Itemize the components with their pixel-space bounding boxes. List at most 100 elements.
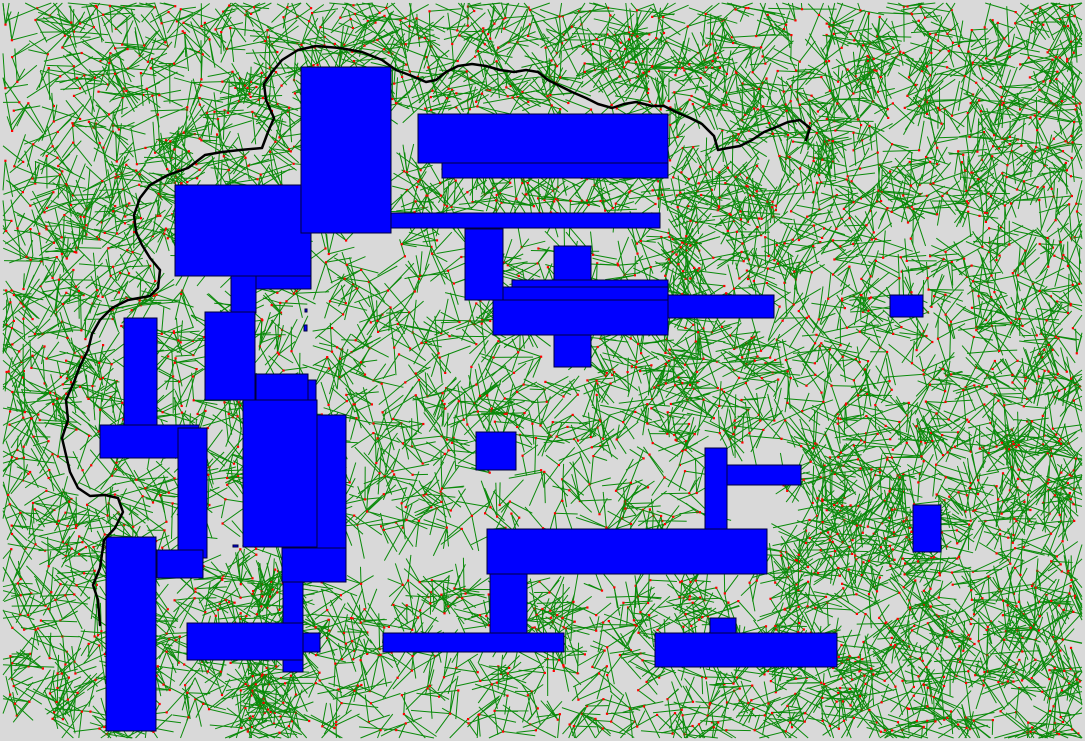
tree-node xyxy=(80,329,83,332)
tree-edge xyxy=(220,499,226,519)
tree-edge xyxy=(73,696,76,721)
tree-edge xyxy=(446,10,475,31)
tree-edge xyxy=(174,390,183,406)
tree-edge xyxy=(166,8,182,34)
tree-node xyxy=(886,108,889,111)
tree-node xyxy=(122,418,125,421)
tree-edge xyxy=(13,548,27,581)
tree-edge xyxy=(134,50,149,63)
tree-node xyxy=(917,19,920,22)
tree-edge xyxy=(268,76,272,104)
tree-edge xyxy=(491,2,504,20)
tree-node xyxy=(423,36,426,40)
tree-edge xyxy=(884,73,889,110)
tree-edge xyxy=(161,324,183,335)
tree-edge xyxy=(158,193,173,206)
tree-edge xyxy=(78,263,114,268)
tree-edge xyxy=(207,467,210,506)
tree-edge xyxy=(857,2,861,11)
tree-edge xyxy=(517,96,530,107)
tree-node xyxy=(296,15,299,18)
tree-node xyxy=(162,683,165,686)
tree-edge xyxy=(159,495,166,513)
tree-edge xyxy=(186,677,196,693)
tree-edge xyxy=(54,572,85,582)
tree-node xyxy=(291,720,294,723)
tree-edge xyxy=(66,222,105,234)
tree-node xyxy=(115,173,118,176)
tree-edge xyxy=(213,93,250,102)
tree-node xyxy=(19,578,22,581)
tree-edge xyxy=(142,495,149,521)
tree-edge xyxy=(81,695,95,712)
tree-node xyxy=(126,249,129,252)
tree-edge xyxy=(523,2,531,11)
tree-edge xyxy=(781,76,785,92)
tree-node xyxy=(308,20,311,23)
tree-edge xyxy=(227,96,232,113)
tree-edge xyxy=(266,26,297,52)
tree-node xyxy=(202,565,205,568)
tree-node xyxy=(156,665,159,668)
tree-node xyxy=(156,113,159,116)
tree-edge xyxy=(28,40,48,55)
tree-node xyxy=(559,108,562,111)
tree-edge xyxy=(126,202,152,207)
tree-edge xyxy=(828,2,836,27)
tree-edge xyxy=(177,636,181,666)
tree-node xyxy=(36,7,39,10)
tree-edge xyxy=(67,674,92,700)
tree-edge xyxy=(248,74,251,94)
tree-node xyxy=(254,114,257,117)
tree-edge xyxy=(59,642,75,662)
tree-edge xyxy=(142,495,178,509)
tree-node xyxy=(486,33,490,36)
tree-edge xyxy=(9,579,29,616)
tree-node xyxy=(16,80,19,83)
tree-edge xyxy=(247,71,269,89)
tree-edge xyxy=(271,304,283,316)
tree-node xyxy=(244,13,247,17)
tree-edge xyxy=(112,513,134,541)
tree-edge xyxy=(23,432,32,447)
tree-edge xyxy=(1018,57,1030,71)
tree-node xyxy=(96,289,99,292)
tree-edge xyxy=(143,30,158,46)
tree-node xyxy=(220,693,224,697)
tree-node xyxy=(10,548,13,551)
tree-node xyxy=(237,401,240,404)
tree-edge xyxy=(153,278,175,297)
tree-edge xyxy=(37,191,54,214)
tree-edge xyxy=(150,67,166,79)
tree-node xyxy=(103,231,106,234)
tree-edge xyxy=(762,55,789,70)
tree-node xyxy=(179,341,182,344)
tree-edge xyxy=(773,48,800,63)
tree-node xyxy=(99,378,102,381)
tree-edge xyxy=(34,318,51,335)
tree-node xyxy=(121,401,124,404)
tree-edge xyxy=(42,131,59,158)
tree-node xyxy=(282,701,285,704)
tree-edge xyxy=(30,191,54,201)
tree-edge xyxy=(20,349,31,363)
tree-node xyxy=(153,6,156,9)
tree-edge xyxy=(283,2,302,18)
tree-node xyxy=(174,175,177,178)
tree-node xyxy=(22,287,25,291)
tree-edge xyxy=(305,39,325,46)
tree-edge xyxy=(11,391,18,413)
tree-node xyxy=(72,141,75,144)
tree-edge xyxy=(11,56,21,79)
tree-node xyxy=(198,168,201,171)
tree-node xyxy=(97,430,100,433)
tree-edge xyxy=(695,84,727,105)
tree-edge xyxy=(78,552,96,555)
tree-edge xyxy=(277,323,279,353)
tree-edge xyxy=(226,484,239,498)
tree-edge xyxy=(41,286,76,293)
tree-node xyxy=(151,94,154,97)
tree-edge xyxy=(364,30,394,47)
tree-edge xyxy=(547,95,569,113)
